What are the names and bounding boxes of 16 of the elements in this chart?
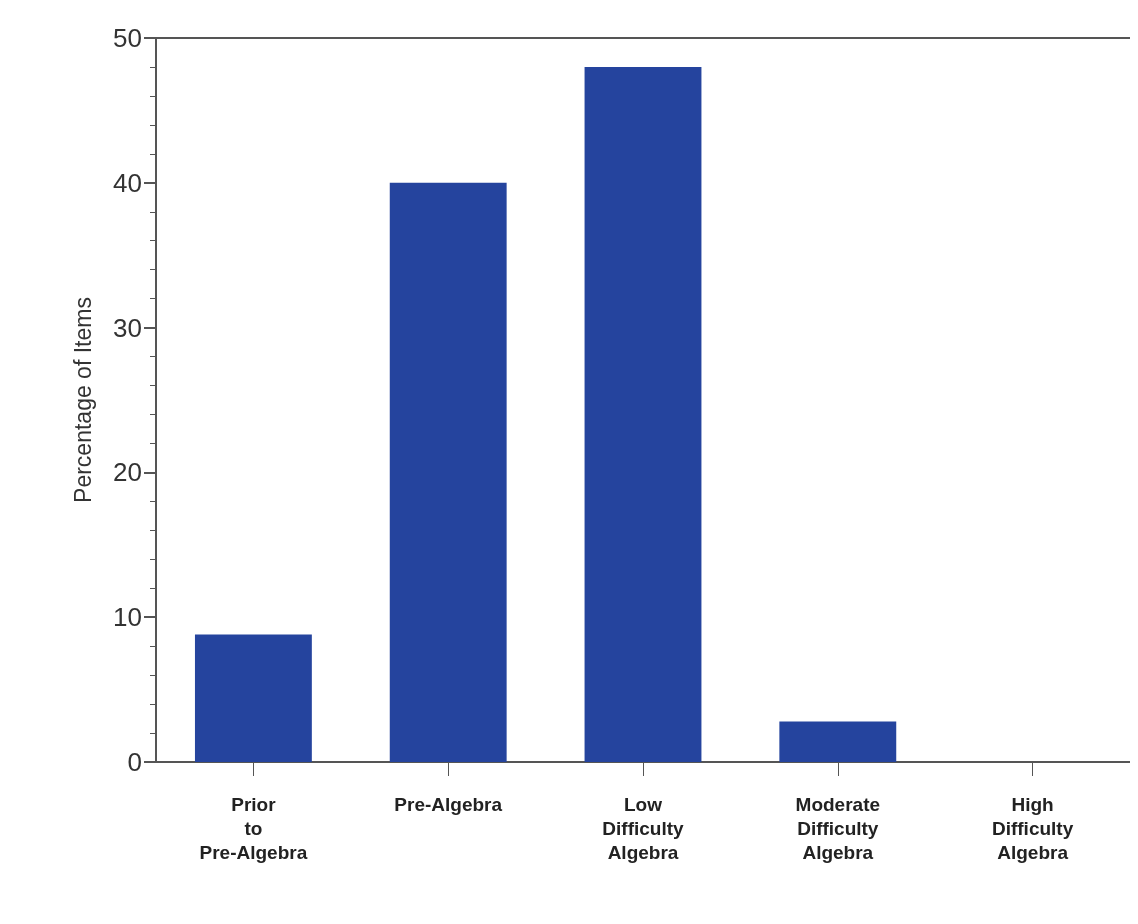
bar (389, 182, 507, 762)
x-tick-label: Low Difficulty Algebra (602, 793, 685, 863)
x-tick-label: Moderate Difficulty Algebra (795, 793, 881, 863)
y-axis-title: Percentage of Items (69, 297, 96, 503)
y-tick-label: 0 (127, 747, 142, 777)
y-tick-label: 20 (113, 457, 142, 488)
x-tick-label: High Difficulty Algebra (991, 793, 1074, 863)
bar (584, 66, 702, 762)
y-tick-label: 50 (113, 23, 142, 53)
bar (779, 721, 897, 762)
y-tick-label: 30 (113, 312, 142, 343)
y-tick-label: 40 (113, 167, 142, 198)
x-tick-label: Prior to Pre-Algebra (199, 793, 308, 863)
bar (194, 634, 312, 762)
y-tick-label: 10 (113, 602, 142, 633)
x-tick-label: Pre-Algebra (394, 793, 503, 815)
